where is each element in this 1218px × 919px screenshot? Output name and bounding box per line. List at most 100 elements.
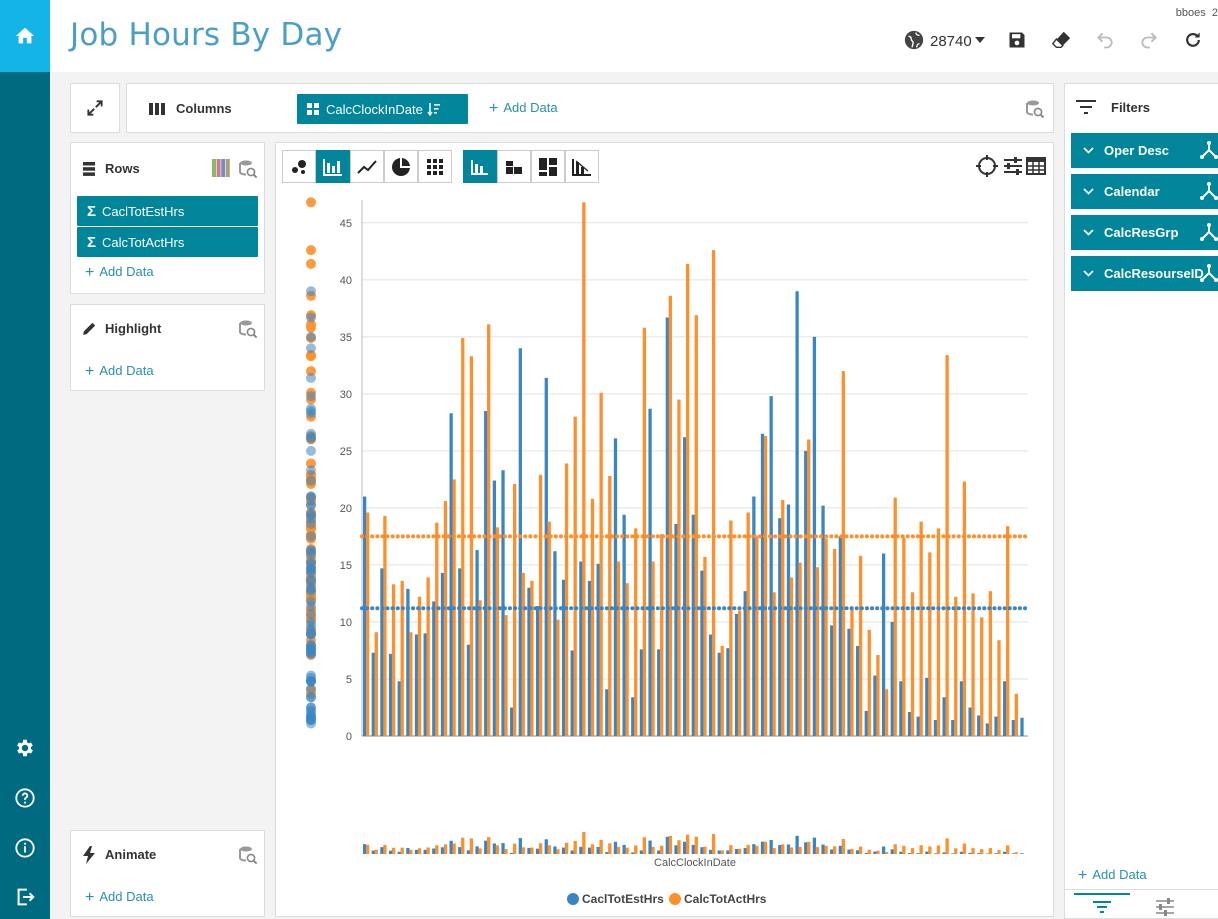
bar-calcTotActHrs [374,632,378,736]
bar-caclTotEstHrs [510,707,514,736]
overview-bar [440,847,445,854]
overview-bar [406,847,410,854]
bar-calcTotActHrs [383,515,387,736]
strip-point-est [306,391,316,402]
bar-calcTotActHrs [608,475,612,736]
bar-caclTotEstHrs [371,652,375,736]
data-search-icon[interactable] [238,319,258,339]
overview-bar [910,848,915,854]
filter-item[interactable]: CalcResGrp [1071,215,1218,250]
pie-chart-button[interactable] [384,150,418,183]
bar-calcTotActHrs [417,596,422,736]
save-icon[interactable] [1005,28,1029,52]
hierarchy-icon[interactable] [1199,140,1218,160]
bar-chart-button[interactable] [316,150,350,183]
help-icon[interactable] [13,786,37,810]
gear-icon[interactable] [13,736,37,760]
logout-icon[interactable] [13,885,37,909]
bar-calcTotActHrs [833,548,837,736]
table-icon[interactable] [1026,157,1046,175]
overview-bar [622,844,626,854]
bar-calcTotActHrs [400,580,404,736]
overview-bar [798,846,802,854]
animate-add-data[interactable]: + Add Data [85,889,154,906]
overview-bar [873,851,877,854]
sliders-icon[interactable] [1003,156,1023,176]
row-field-pill[interactable]: Σ CalcTotActHrs [77,227,258,257]
overview-bar [443,844,448,854]
strip-point-est [306,608,316,619]
strip-point-est [306,600,316,611]
grouped-bar-icon [471,159,488,175]
y-tick-label: 30 [340,389,352,401]
bar-calcTotActHrs [815,567,820,736]
columns-add-data[interactable]: + Add Data [489,100,558,117]
sliders-icon [1156,898,1174,916]
overview-bar [501,843,505,854]
grouped-bar-button[interactable] [463,150,497,183]
column-field-pill[interactable]: CalcClockInDate [297,94,468,124]
bar-calcTotActHrs [651,561,655,736]
line-chart-button[interactable] [350,150,384,183]
chevron-down-icon [1083,147,1094,154]
bar-caclTotEstHrs [544,377,548,736]
table-grid-button[interactable] [418,150,452,183]
color-palette-icon[interactable] [212,159,230,177]
overview-bar [530,847,534,854]
sort-icon[interactable] [427,102,441,116]
treemap-button[interactable] [531,150,565,183]
tab-settings[interactable] [1140,893,1190,919]
hierarchy-icon[interactable] [1199,181,1218,201]
bar-caclTotEstHrs [856,645,860,736]
overview-bar [760,841,765,854]
info-icon[interactable] [13,836,37,860]
highlight-add-data[interactable]: + Add Data [85,363,154,380]
tab-filters[interactable] [1074,893,1130,919]
bar-caclTotEstHrs [786,504,791,736]
bar-caclTotEstHrs [951,720,955,736]
filter-item[interactable]: Calendar [1071,174,1218,209]
connection-id[interactable]: 28740 [930,33,972,50]
bar-calcTotActHrs [1006,526,1010,736]
filter-item[interactable]: CalcResourseID [1071,256,1218,291]
data-search-icon[interactable] [1025,99,1045,119]
filter-item[interactable]: Oper Desc [1071,133,1218,168]
strip-point-est [306,428,316,439]
data-search-icon[interactable] [238,845,258,865]
bar-caclTotEstHrs [631,697,635,736]
hierarchy-icon[interactable] [1199,263,1218,283]
undo-icon[interactable] [1093,28,1117,52]
scatter-icon [292,159,306,174]
bar-chart: 0 5 10 15 20 25 30 35 40 45 CalcClockInDate CaclTot… [306,197,1030,906]
stacked-bar-button[interactable] [497,150,531,183]
strip-point-est [306,558,316,569]
overview-bar [674,845,678,854]
crosshair-icon[interactable] [976,155,998,177]
strip-point-est [306,286,316,297]
hierarchy-icon[interactable] [1199,222,1218,242]
chevron-down-icon[interactable] [972,28,988,52]
home-button[interactable] [0,0,50,72]
row-field-pill[interactable]: Σ CaclTotEstHrs [77,196,258,226]
rows-add-data[interactable]: + Add Data [85,264,154,281]
bar-calcTotActHrs [841,371,845,736]
data-search-icon[interactable] [238,159,258,179]
scatter-chart-button[interactable] [282,150,316,183]
bar-caclTotEstHrs [657,649,661,736]
strip-point-act [306,350,316,361]
column-field-label: CalcClockInDate [326,101,423,117]
redo-icon[interactable] [1137,28,1161,52]
overview-bar [642,837,647,854]
bar-caclTotEstHrs [977,715,981,736]
bar-caclTotEstHrs [691,514,695,736]
bar-caclTotEstHrs [596,563,600,736]
bar-calcTotActHrs [737,610,742,736]
overview-bar [1011,853,1015,854]
pareto-button[interactable] [565,150,599,183]
expand-button[interactable] [70,83,120,133]
bar-caclTotEstHrs [648,408,652,736]
eraser-icon[interactable] [1049,28,1073,52]
refresh-icon[interactable] [1181,28,1205,52]
filters-add-data[interactable]: + Add Data [1078,867,1147,884]
globe-icon[interactable] [902,28,926,52]
